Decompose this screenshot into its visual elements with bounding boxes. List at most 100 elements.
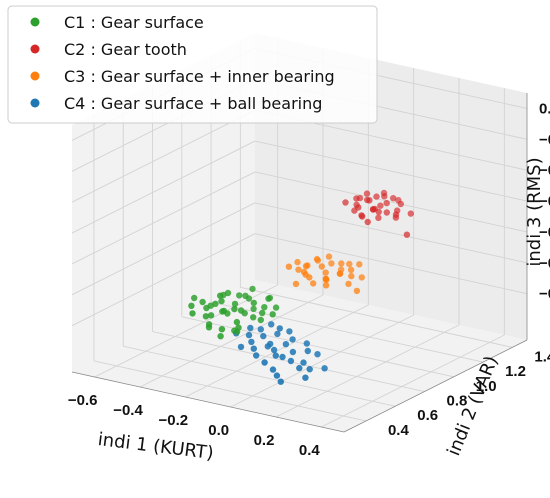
point-series-3 (336, 270, 344, 277)
point-series-4 (300, 359, 307, 366)
point-series-3 (322, 269, 329, 276)
point-series-4 (287, 357, 295, 365)
y-tick-label: 1.4 (534, 348, 550, 365)
point-series-4 (314, 351, 321, 358)
point-series-1 (269, 311, 276, 318)
y-tick-label: 0.8 (447, 393, 468, 410)
point-series-3 (358, 274, 365, 281)
point-series-1 (205, 321, 213, 328)
grid-line-x-floor (139, 294, 324, 388)
point-series-1 (236, 292, 243, 299)
legend-entry-label: C4 : Gear surface + ball bearing (64, 94, 322, 113)
point-series-1 (217, 333, 224, 340)
point-series-4 (279, 353, 286, 361)
grid-line-x-floor (321, 334, 505, 428)
grid-line-z-left (71, 202, 256, 296)
x-axis-label: indi 1 (KURT) (97, 429, 215, 464)
x-tick-label: −0.6 (68, 392, 98, 409)
point-series-1 (250, 299, 257, 307)
point-series-2 (363, 190, 371, 197)
point-series-1 (218, 326, 226, 333)
grid-line-z-left (71, 109, 256, 203)
point-series-4 (289, 348, 297, 356)
point-series-4 (247, 324, 254, 332)
grid-line-x-floor (230, 314, 414, 408)
point-series-3 (328, 260, 335, 267)
point-series-1 (189, 310, 196, 317)
z-tick-labels: 0.0 −0.1 −0.2 −0.3 −0.4 −0.5 −0.6 (539, 100, 550, 302)
y-tick-label: 1.2 (505, 363, 526, 380)
point-series-4 (237, 343, 245, 351)
point-series-1 (242, 292, 249, 299)
grid-line-z-back (254, 233, 528, 295)
point-series-1 (233, 318, 241, 326)
point-series-2 (397, 200, 404, 208)
point-series-4 (289, 336, 296, 343)
grid-line-y-floor (123, 345, 396, 407)
z-tick-label: −0.3 (539, 193, 550, 210)
point-series-3 (310, 280, 317, 287)
point-series-1 (202, 313, 210, 320)
x-tick-label: −0.4 (113, 402, 143, 419)
point-series-4 (302, 374, 309, 381)
point-series-1 (231, 305, 238, 313)
axis-edges (71, 93, 528, 433)
point-series-4 (296, 364, 303, 372)
grid-line-y-floor (210, 301, 484, 363)
point-series-3 (292, 280, 300, 288)
x-tick-label: 0.0 (208, 422, 229, 439)
point-series-2 (375, 208, 382, 216)
data-points (188, 189, 414, 385)
y-tick-label: 1.0 (476, 378, 497, 395)
z-tick-label: −0.4 (539, 224, 550, 241)
point-series-2 (407, 210, 414, 217)
point-series-1 (249, 285, 256, 293)
legend-marker (30, 17, 40, 27)
point-series-3 (295, 266, 302, 273)
point-series-1 (250, 305, 257, 313)
point-series-3 (345, 280, 352, 288)
point-series-1 (237, 307, 245, 314)
point-series-2 (373, 193, 380, 200)
point-series-1 (265, 295, 272, 302)
point-series-2 (403, 231, 411, 238)
y-axis-line (343, 339, 528, 433)
point-series-1 (250, 314, 257, 321)
point-series-4 (269, 366, 277, 373)
point-series-3 (348, 272, 355, 280)
point-series-2 (375, 214, 382, 221)
point-series-4 (321, 365, 328, 372)
point-series-2 (390, 195, 397, 202)
y-tick-label: 0.6 (417, 407, 438, 424)
legend-marker (30, 44, 40, 54)
point-series-4 (273, 372, 281, 379)
point-series-3 (346, 260, 353, 268)
point-series-1 (207, 312, 215, 319)
point-series-1 (224, 289, 232, 297)
point-series-3 (302, 263, 310, 270)
legend-entry-label: C3 : Gear surface + inner bearing (64, 67, 335, 86)
point-series-3 (294, 258, 301, 266)
legend-entry-label: C1 : Gear surface (64, 13, 204, 32)
point-series-3 (285, 263, 293, 270)
point-series-1 (261, 304, 268, 311)
point-series-2 (383, 209, 390, 216)
legend-entry-label: C2 : Gear tooth (64, 40, 187, 59)
x-axis-line (71, 371, 345, 433)
point-series-1 (233, 328, 241, 335)
grid-line-y-floor (181, 316, 454, 378)
point-series-1 (272, 304, 280, 311)
point-series-4 (306, 366, 313, 373)
point-series-1 (212, 300, 219, 307)
point-series-1 (199, 298, 206, 306)
point-series-1 (191, 294, 198, 302)
point-series-1 (231, 300, 239, 308)
grid-line-y-floor (240, 286, 513, 348)
point-series-4 (276, 325, 283, 332)
grid-line-z-left (71, 140, 256, 234)
y-tick-label: 0.4 (388, 422, 410, 439)
grid-line-z-left (71, 171, 256, 265)
x-tick-label: −0.2 (159, 412, 189, 429)
point-series-1 (257, 316, 264, 324)
